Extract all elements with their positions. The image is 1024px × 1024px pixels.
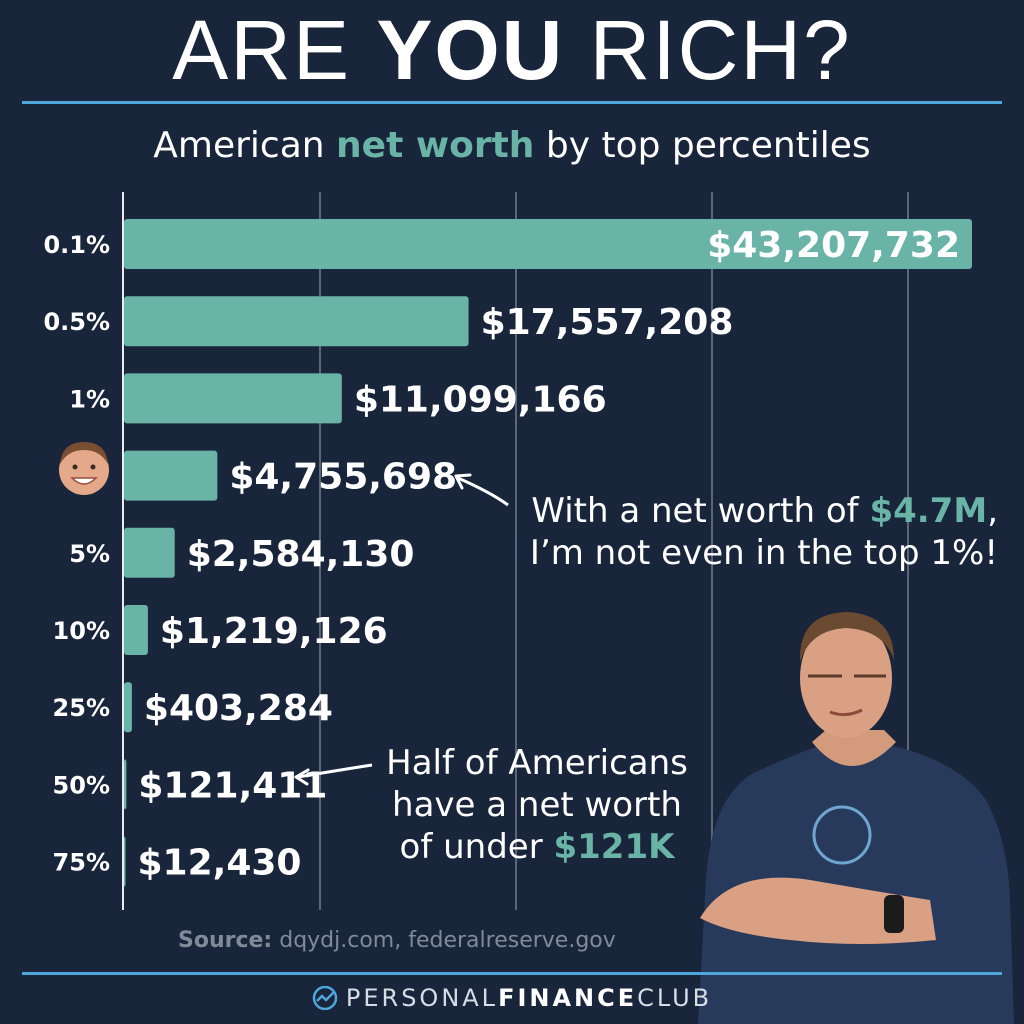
chart-category-labels: 0.1% 0.5% 1% 5% 10% 25% 50% 75% (43, 231, 110, 877)
chart-subtitle: American net worth by top percentiles (0, 124, 1024, 168)
bar-value-label-5: $1,219,126 (160, 611, 388, 652)
annotation-personal-text: With a net worth of (531, 491, 870, 531)
annotation-median-line1: Half of Americans (386, 743, 688, 783)
bottom-divider (22, 972, 1002, 975)
bar-value-label-4: $2,584,130 (187, 534, 415, 575)
subtitle-post: by top percentiles (534, 125, 871, 166)
page-title: ARE YOU RICH? (0, 4, 1024, 96)
category-label-5: 10% (53, 617, 110, 645)
bar-5 (124, 605, 148, 655)
bar-value-label-6: $403,284 (144, 688, 333, 729)
category-label-0: 0.1% (43, 231, 110, 259)
arrow-personal-head (454, 473, 472, 490)
annotation-median-line2: have a net worth (392, 785, 682, 825)
person-arms (700, 877, 936, 944)
avatar-face (59, 445, 109, 495)
bar-value-label-1: $17,557,208 (481, 302, 734, 343)
person-illustration (698, 612, 1014, 1024)
bar-2 (124, 373, 342, 424)
title-bold: YOU (376, 3, 565, 97)
annotation-median-text: of under (399, 827, 554, 867)
avatar-hair (60, 442, 108, 464)
watch-icon (884, 895, 904, 933)
avatar-eye-right (90, 464, 96, 470)
category-label-4: 5% (69, 540, 110, 568)
bar-0 (124, 219, 972, 269)
chart-value-labels: $43,207,732 $17,557,208 $11,099,166 $4,755,… (138, 225, 961, 884)
source-text: dqydj.com, federalreserve.gov (272, 928, 616, 953)
bar-3 (124, 450, 218, 501)
annotation-personal-line2: I’m not even in the top 1%! (529, 533, 998, 573)
person-neck (812, 730, 896, 766)
bar-value-label-2: $11,099,166 (354, 379, 607, 420)
bar-6 (124, 682, 132, 733)
category-label-2: 1% (69, 385, 110, 413)
avatar-smile (70, 477, 98, 485)
bar-value-label-3: $4,755,698 (229, 457, 457, 498)
bar-value-label-7: $121,411 (138, 765, 327, 806)
bar-value-label-0: $43,207,732 (707, 225, 960, 266)
top-divider (22, 101, 1002, 104)
source-label: Source: (178, 928, 273, 953)
arrow-personal (457, 476, 509, 507)
subtitle-pre: American (153, 125, 337, 166)
annotation-personal: With a net worth of $4.7M, I’m not even … (530, 490, 998, 574)
person-head (800, 618, 892, 738)
category-label-8: 75% (53, 849, 110, 877)
brand-name-finance: FINANCE (498, 984, 638, 1012)
chart-bars (124, 219, 972, 887)
person-mouth (829, 708, 863, 717)
avatar (59, 442, 109, 495)
annotation-median-line3: of under $121K (372, 826, 702, 868)
bar-value-label-8: $12,430 (138, 843, 302, 884)
annotation-personal-highlight: $4.7M (869, 491, 988, 531)
shirt-logo-icon (812, 805, 872, 865)
brand-name-personal: PERSONAL (345, 984, 499, 1012)
bar-8 (124, 836, 126, 887)
person-shirt (698, 745, 1014, 1024)
annotation-arrows (294, 473, 509, 786)
title-post: RICH? (564, 3, 852, 97)
annotation-median-highlight: $121K (553, 827, 675, 867)
bar-1 (124, 296, 469, 347)
brand-logo-icon (312, 986, 338, 1010)
annotation-personal-line1: With a net worth of $4.7M, (530, 490, 998, 532)
annotation-personal-comma: , (987, 491, 998, 531)
subtitle-bold: net worth (336, 125, 535, 166)
person-hair (799, 612, 894, 662)
brand-footer: PERSONALFINANCECLUB (0, 984, 1024, 1012)
title-pre: ARE (172, 3, 377, 97)
arrow-median (297, 763, 373, 779)
arrow-median-head (294, 768, 310, 786)
avatar-eye-left (72, 464, 78, 470)
category-label-7: 50% (53, 771, 110, 799)
category-label-6: 25% (53, 694, 110, 722)
annotation-median: Half of Americans have a net worth of un… (372, 742, 702, 868)
source-note: Source: dqydj.com, federalreserve.gov (178, 928, 616, 953)
chart-gridlines (122, 192, 909, 910)
category-label-1: 0.5% (43, 308, 110, 336)
bar-4 (124, 527, 175, 578)
brand-name-club: CLUB (637, 984, 713, 1012)
bar-7 (124, 759, 127, 810)
